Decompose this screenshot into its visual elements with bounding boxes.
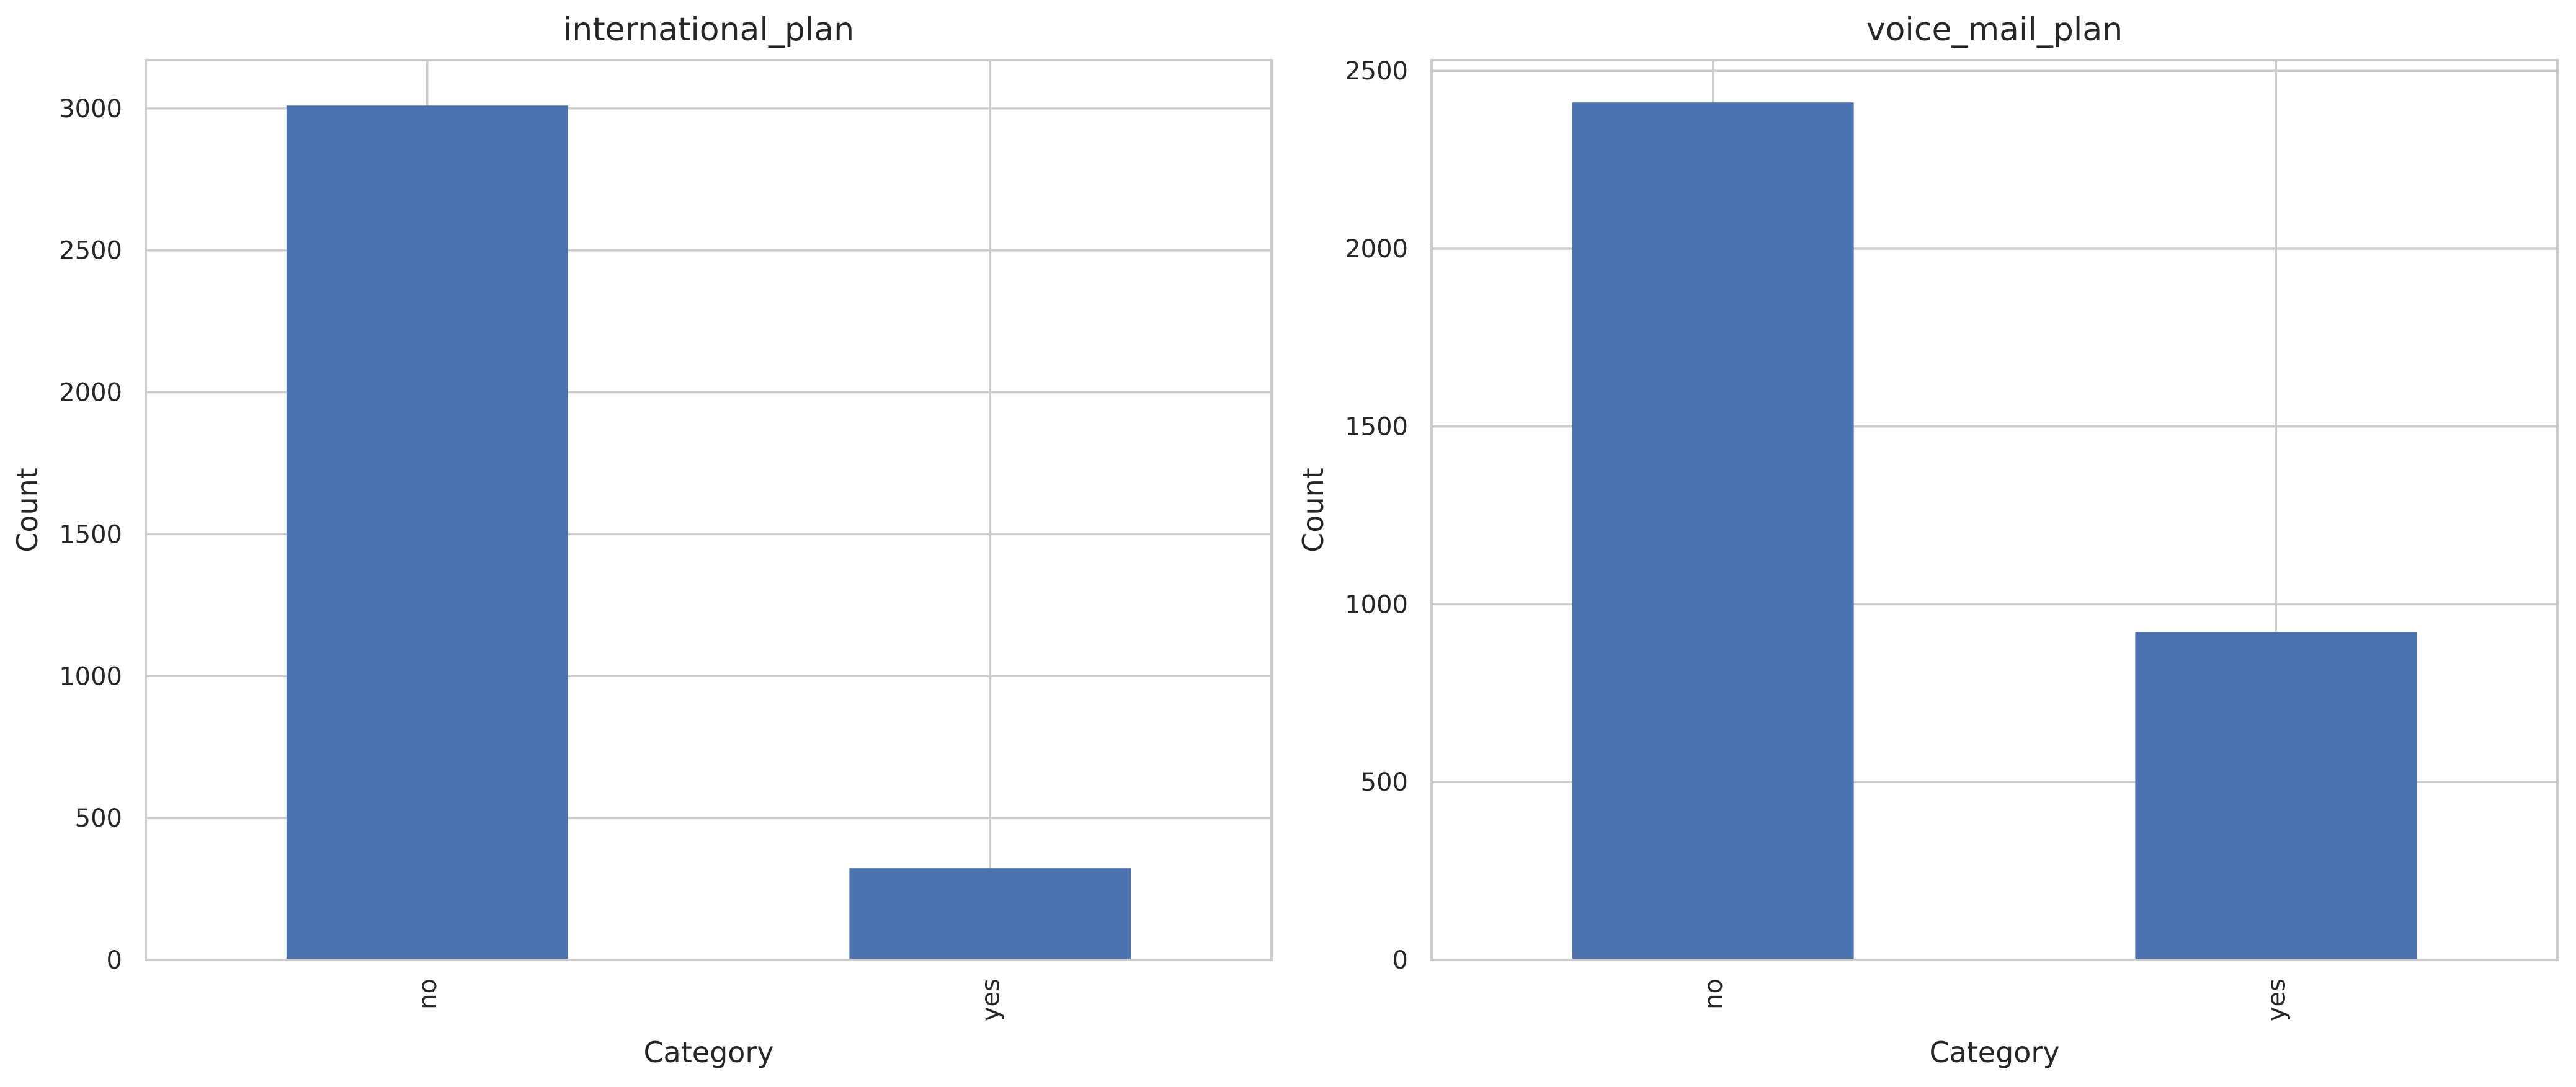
y-tick-label: 2000	[59, 379, 122, 407]
y-axis-label: Count	[1296, 468, 1330, 552]
x-tick-label: no	[414, 978, 442, 1009]
x-axis-label: Category	[643, 1036, 773, 1069]
y-tick-label: 0	[107, 946, 122, 975]
chart-international-plan: international_plan Category Count 0 500 10…	[11, 11, 1273, 1069]
bar-yes	[2135, 632, 2417, 960]
x-axis-label: Category	[1929, 1036, 2059, 1069]
bar-yes	[849, 868, 1131, 960]
y-tick-label: 500	[75, 804, 122, 833]
bar-no	[1572, 102, 1854, 960]
bar-no	[286, 105, 568, 961]
y-tick-label: 500	[1361, 768, 1408, 797]
y-axis-label: Count	[11, 468, 44, 552]
y-tick-label: 1500	[1345, 413, 1408, 441]
y-tick-label: 2000	[1345, 235, 1408, 264]
x-tick-label: yes	[2262, 978, 2291, 1021]
y-tick-label: 2500	[1345, 57, 1408, 86]
y-tick-label: 1000	[59, 662, 122, 691]
y-tick-label: 0	[1393, 946, 1408, 975]
chart-title: international_plan	[563, 11, 854, 48]
chart-title: voice_mail_plan	[1866, 11, 2123, 48]
plot-frame	[145, 59, 1273, 961]
plot-frame	[1430, 59, 2559, 961]
y-tick-label: 3000	[59, 95, 122, 123]
y-tick-label: 1500	[59, 520, 122, 549]
y-tick-label: 1000	[1345, 590, 1408, 619]
x-tick-label: no	[1700, 978, 1728, 1009]
chart-voice-mail-plan: voice_mail_plan Category Count 0 500 1000 1…	[1296, 11, 2559, 1069]
y-tick-label: 2500	[59, 237, 122, 265]
x-tick-label: yes	[976, 978, 1005, 1021]
